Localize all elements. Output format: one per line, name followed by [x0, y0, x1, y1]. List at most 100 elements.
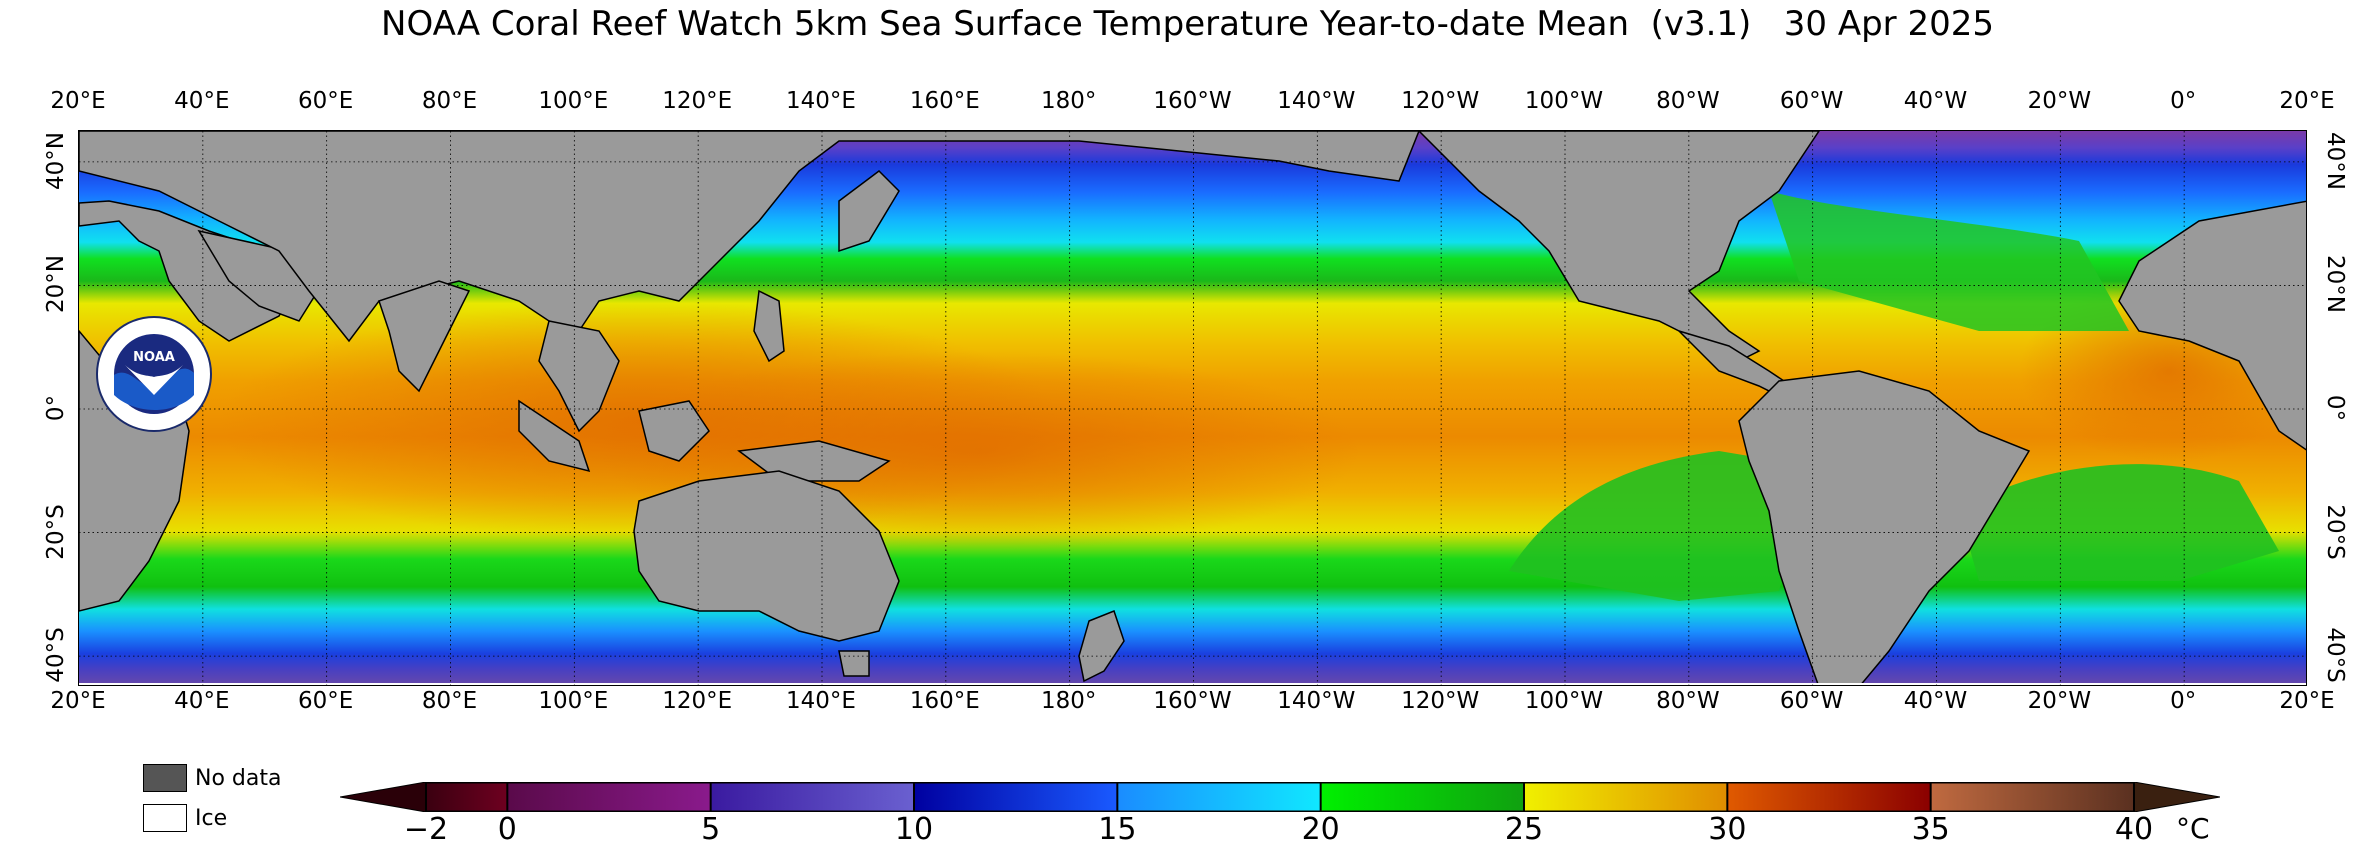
longitude-label: 0°: [2170, 688, 2197, 714]
land-eurasia-north: [79, 131, 1420, 343]
longitude-label: 120°W: [1401, 88, 1480, 114]
longitude-label: 100°E: [538, 88, 609, 114]
longitude-label: 120°W: [1401, 688, 1480, 714]
no-data-key: No data: [143, 762, 281, 794]
longitude-labels-bottom: 20°E 40°E 60°E 80°E 100°E 120°E 140°E 160°E 180°…: [0, 688, 2375, 724]
land-sumatra: [518, 399, 591, 473]
longitude-label: 120°E: [662, 88, 733, 114]
latitude-label-text: 20°N: [43, 255, 69, 314]
colorbar-tick-label: 30: [1708, 812, 1747, 847]
longitude-label: 160°W: [1153, 688, 1232, 714]
colorbar-segment: [1727, 782, 1931, 812]
south-atlantic-cool-region: [1959, 464, 2279, 581]
longitude-label: 20°W: [2027, 88, 2092, 114]
south-pacific-cool-tongue: [1509, 451, 1799, 601]
longitude-label: 80°E: [421, 688, 478, 714]
latitude-label-text: 40°N: [43, 131, 69, 190]
map-title: NOAA Coral Reef Watch 5km Sea Surface Te…: [381, 4, 1994, 44]
land-tasmania: [838, 650, 870, 677]
longitude-label: 20°E: [50, 88, 106, 114]
colorbar-tick-label: 20: [1301, 812, 1340, 847]
colorbar-segment: [1320, 782, 1524, 812]
longitude-label: 100°W: [1524, 88, 1604, 114]
ice-label: Ice: [195, 805, 228, 831]
longitude-label: 140°W: [1277, 688, 1356, 714]
land-india: [378, 280, 471, 393]
land-japan: [838, 170, 900, 253]
colorbar-tick-label: 35: [1911, 812, 1950, 847]
longitude-label: 140°W: [1277, 88, 1356, 114]
temperature-colorbar: [340, 782, 2220, 812]
no-data-swatch: [143, 764, 187, 792]
colorbar-tick-label: 5: [701, 812, 721, 847]
sst-map: NOAA: [78, 130, 2307, 686]
no-data-label: No data: [195, 765, 282, 791]
longitude-label: 120°E: [662, 688, 733, 714]
longitude-label: 60°W: [1779, 688, 1844, 714]
north-atlantic-subtropical-band: [1769, 191, 2129, 331]
colorbar-segment: [1930, 782, 2134, 812]
land-africa-west: [2118, 200, 2306, 451]
longitude-label: 40°W: [1903, 88, 1968, 114]
land-south-america: [1738, 370, 2031, 685]
latitude-labels-right: 40°N 20°N 0° 20°S 40°S: [2315, 130, 2355, 686]
sst-map-canvas: [79, 131, 2306, 685]
longitude-label: 180°: [1040, 688, 1097, 714]
longitude-label: 40°E: [174, 688, 230, 714]
longitude-label: 0°: [2170, 88, 2197, 114]
longitude-labels-top: 20°E 40°E 60°E 80°E 100°E 120°E 140°E 160°E 180°…: [0, 88, 2375, 124]
longitude-label: 80°W: [1656, 688, 1720, 714]
colorbar-tick-label: −2: [403, 812, 449, 847]
landmasses: [79, 131, 2306, 685]
longitude-label: 160°W: [1153, 88, 1232, 114]
legend-keys: No data Ice: [143, 762, 281, 842]
land-philippines: [753, 289, 785, 363]
latitude-label-text: 20°S: [2322, 503, 2348, 560]
longitude-label: 100°W: [1524, 688, 1604, 714]
land-borneo: [638, 400, 710, 462]
longitude-label: 60°E: [298, 688, 354, 714]
colorbar-tick-label: 15: [1098, 812, 1137, 847]
colorbar-tick-labels: −2 0 5 10 15 20 25 30 35 40: [0, 812, 2375, 852]
longitude-label: 140°E: [786, 688, 856, 714]
colorbar-segment: [1524, 782, 1728, 812]
latitude-label-text: 40°S: [2322, 627, 2348, 683]
longitude-label: 140°E: [786, 88, 856, 114]
ice-swatch: [143, 804, 187, 832]
latitude-label-text: 40°S: [43, 627, 69, 683]
noaa-logo: NOAA: [96, 316, 212, 432]
longitude-label: 20°E: [2279, 688, 2335, 714]
longitude-label: 160°E: [909, 88, 980, 114]
latitude-label-text: 20°S: [43, 503, 69, 560]
colorbar-segment: [507, 782, 711, 812]
colorbar-tick-label: 10: [894, 812, 934, 847]
longitude-label: 20°W: [2027, 688, 2092, 714]
longitude-label: 100°E: [538, 688, 609, 714]
colorbar-segment: [914, 782, 1118, 812]
longitude-label: 40°W: [1903, 688, 1968, 714]
colorbar-segment: [1117, 782, 1321, 812]
colorbar-segment: [710, 782, 914, 812]
longitude-label: 20°E: [50, 688, 106, 714]
colorbar-tick-label: 25: [1504, 812, 1544, 847]
longitude-label: 60°E: [298, 88, 354, 114]
land-antarctic-rim: [79, 683, 2306, 685]
longitude-label: 40°E: [174, 88, 230, 114]
colorbar-tick-label: 0: [497, 812, 517, 847]
latitude-label-text: 20°N: [2322, 255, 2348, 314]
colorbar-unit: °C: [2176, 812, 2210, 845]
longitude-label: 160°E: [909, 688, 980, 714]
colorbar-tick-label: 40: [2114, 812, 2154, 847]
longitude-label: 80°E: [421, 88, 478, 114]
colorbar-under-arrow: [340, 782, 427, 812]
latitude-label-text: 0°: [43, 394, 69, 422]
longitude-label: 60°W: [1779, 88, 1844, 114]
longitude-label: 20°E: [2279, 88, 2335, 114]
noaa-logo-text: NOAA: [133, 350, 175, 365]
latitude-labels-left: 40°N 20°N 0° 20°S 40°S: [36, 130, 76, 686]
latitude-label-text: 40°N: [2322, 131, 2348, 190]
land-australia: [633, 470, 900, 642]
longitude-label: 180°: [1040, 88, 1097, 114]
colorbar-over-arrow: [2133, 782, 2220, 812]
land-southeast-asia: [538, 320, 620, 433]
